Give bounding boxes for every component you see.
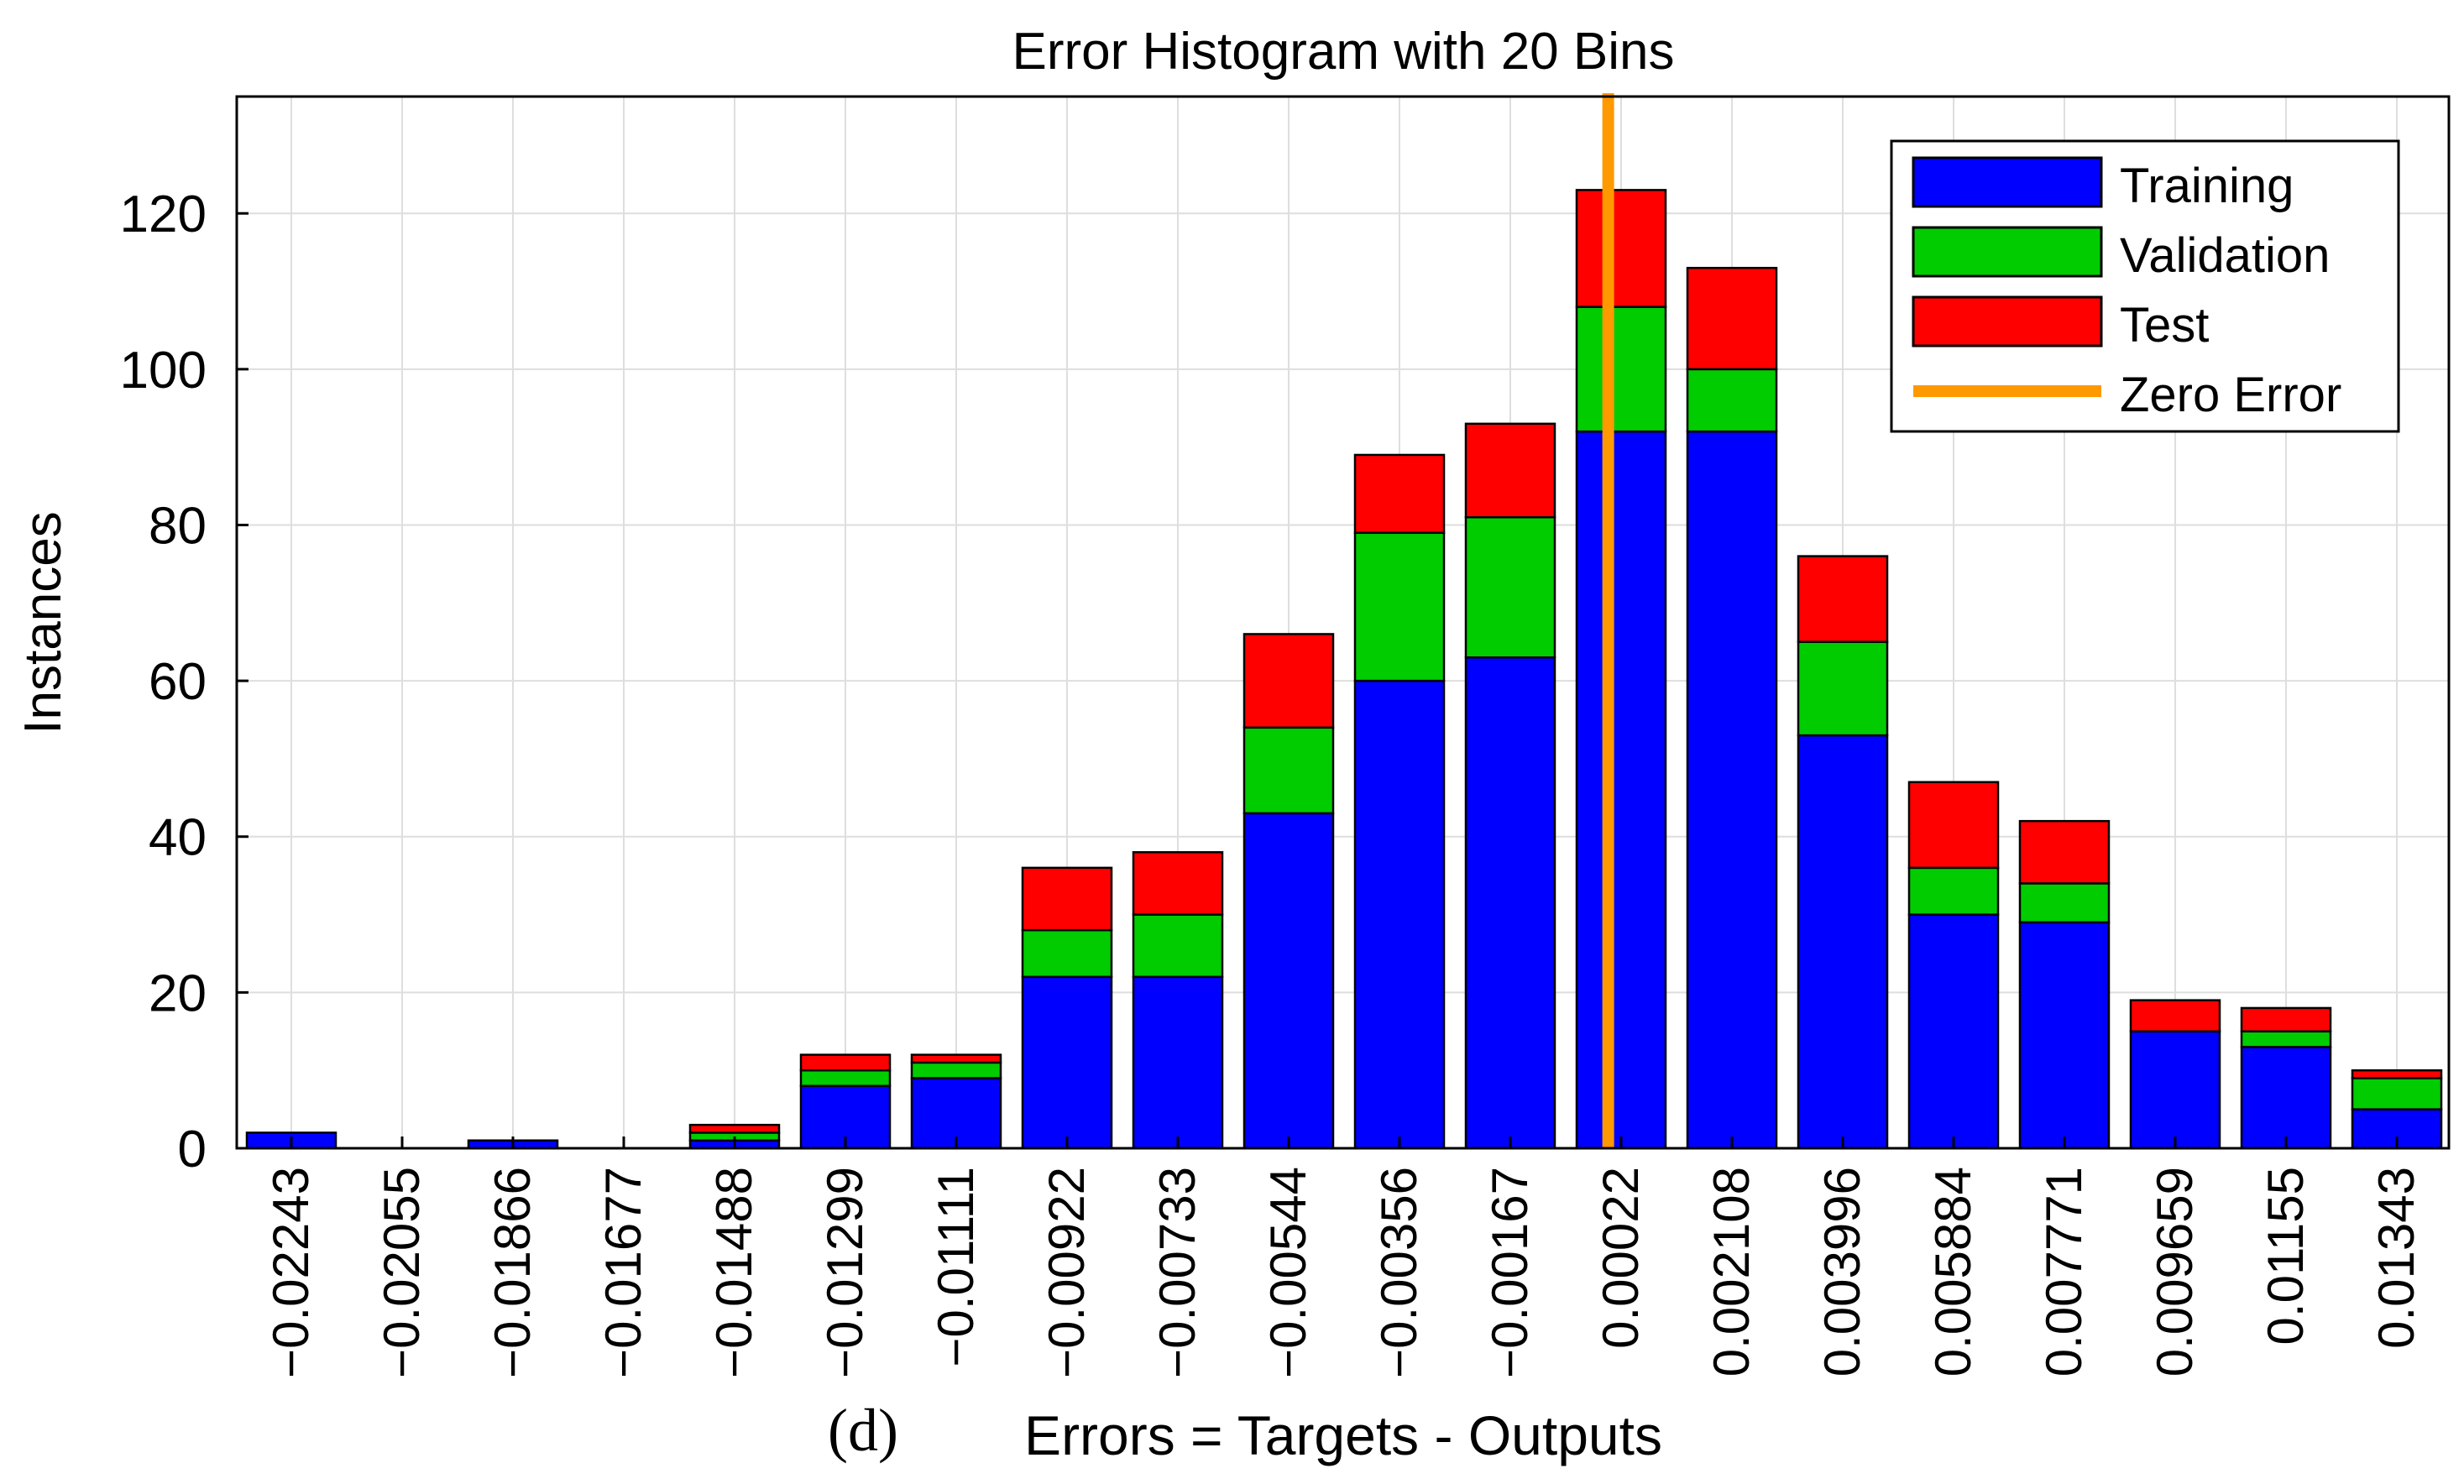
bar-training-11	[1464, 656, 1556, 1150]
y-tick-label-4: 80	[149, 497, 207, 555]
bar-validation-12	[1575, 306, 1667, 433]
bar-test-13	[1686, 266, 1778, 371]
bar-validation-7	[1021, 928, 1113, 979]
bar-training-9	[1242, 812, 1335, 1150]
chart-title: Error Histogram with 20 Bins	[1012, 23, 1674, 81]
bar-test-12	[1575, 189, 1667, 308]
bar-training-7	[1021, 975, 1113, 1150]
x-tick-label-9: −0.00544	[1260, 1167, 1316, 1378]
x-tick-label-15: 0.005884	[1925, 1167, 1981, 1377]
y-tick-label-5: 100	[120, 342, 207, 400]
x-tick-label-13: 0.002108	[1703, 1167, 1760, 1377]
bar-test-18	[2240, 1006, 2332, 1033]
bar-validation-9	[1242, 726, 1335, 815]
y-tick-label-0: 0	[178, 1121, 207, 1178]
x-tick-label-17: 0.009659	[2147, 1167, 2203, 1377]
x-tick-label-18: 0.01155	[2257, 1167, 2314, 1345]
bars	[245, 189, 2443, 1150]
x-tick-label-6: −0.01111	[928, 1167, 984, 1367]
bar-validation-15	[1907, 866, 2000, 916]
x-axis-ticks: −0.02243 −0.02055 −0.01866 −0.01677 −0.01488…	[263, 1137, 2425, 1378]
x-tick-label-7: −0.00922	[1038, 1167, 1095, 1378]
x-tick-label-1: −0.02055	[374, 1167, 430, 1378]
bar-training-12	[1575, 430, 1667, 1150]
bar-test-6	[910, 1053, 1002, 1064]
bar-training-14	[1797, 734, 1889, 1150]
bar-validation-16	[2018, 882, 2111, 924]
x-tick-label-2: −0.01866	[484, 1167, 541, 1378]
x-tick-label-10: −0.00356	[1371, 1167, 1427, 1378]
bar-validation-11	[1464, 515, 1556, 659]
x-tick-label-8: −0.00733	[1149, 1167, 1206, 1378]
x-tick-label-12: 0.00022	[1593, 1167, 1649, 1349]
bar-test-11	[1464, 422, 1556, 519]
bar-test-5	[799, 1053, 892, 1072]
bar-validation-14	[1797, 640, 1889, 737]
y-axis-label: Instances	[14, 511, 72, 734]
bar-training-8	[1132, 975, 1224, 1150]
bar-test-4	[688, 1123, 781, 1134]
bar-validation-8	[1132, 913, 1224, 979]
bar-training-13	[1686, 430, 1778, 1150]
x-tick-label-4: −0.01488	[706, 1167, 762, 1378]
bar-validation-10	[1353, 531, 1446, 682]
panel-label: (d)	[828, 1397, 898, 1464]
bar-test-8	[1132, 851, 1224, 916]
bar-training-10	[1353, 679, 1446, 1150]
bar-validation-5	[799, 1069, 892, 1087]
bar-test-9	[1242, 633, 1335, 729]
legend: Training Validation Test Zero Error	[1890, 139, 2400, 433]
legend-test-label: Test	[2120, 298, 2209, 353]
bar-test-7	[1021, 866, 1113, 932]
x-tick-label-5: −0.01299	[817, 1167, 873, 1378]
bar-validation-18	[2240, 1030, 2332, 1048]
legend-training-label: Training	[2120, 159, 2294, 213]
y-tick-label-1: 20	[149, 964, 207, 1022]
legend-training-swatch	[1912, 156, 2103, 208]
x-tick-label-14: 0.003996	[1814, 1167, 1870, 1377]
x-tick-label-3: −0.01677	[595, 1167, 651, 1378]
y-tick-label-6: 120	[120, 186, 207, 243]
legend-test-swatch	[1912, 295, 2103, 347]
plot-frame	[235, 95, 2451, 1150]
x-tick-label-0: −0.02243	[263, 1167, 319, 1378]
y-tick-label-3: 60	[149, 653, 207, 711]
y-tick-label-2: 40	[149, 809, 207, 867]
bar-training-17	[2129, 1030, 2221, 1150]
bar-training-18	[2240, 1046, 2332, 1150]
y-axis-ticks: 0 20 40 60 80 100 120	[120, 186, 248, 1178]
bar-test-10	[1353, 453, 1446, 535]
bar-test-19	[2351, 1069, 2443, 1079]
legend-validation-swatch	[1912, 226, 2103, 278]
bar-training-16	[2018, 921, 2111, 1150]
x-axis-label: Errors = Targets - Outputs	[1024, 1404, 1662, 1466]
x-tick-label-19: 0.01343	[2368, 1167, 2425, 1349]
bar-training-15	[1907, 913, 2000, 1150]
x-tick-label-16: 0.007771	[2036, 1167, 2092, 1377]
legend-validation-label: Validation	[2120, 228, 2330, 283]
bar-test-14	[1797, 555, 1889, 643]
bar-validation-13	[1686, 368, 1778, 433]
bar-test-15	[1907, 781, 2000, 870]
bar-validation-19	[2351, 1077, 2443, 1110]
bar-validation-6	[910, 1061, 1002, 1079]
x-tick-label-11: −0.00167	[1482, 1167, 1538, 1378]
legend-zero-error-label: Zero Error	[2120, 368, 2341, 422]
bar-test-17	[2129, 999, 2221, 1033]
bar-test-16	[2018, 819, 2111, 885]
